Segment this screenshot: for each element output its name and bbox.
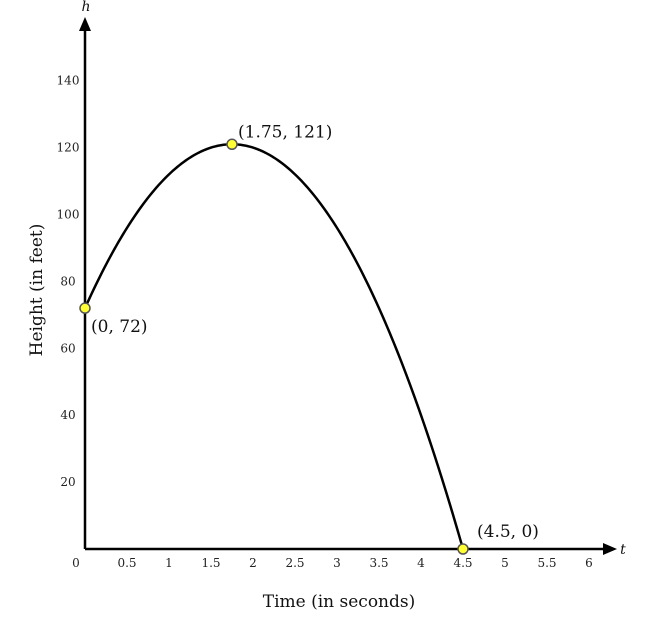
- x-axis-title: Time (in seconds): [263, 592, 416, 612]
- x-tick-label: 4.5: [453, 556, 472, 570]
- y-tick-label: 120: [57, 141, 80, 155]
- x-tick-label: 6: [585, 556, 593, 570]
- y-tick-label: 60: [60, 341, 75, 355]
- x-tick-label: 5: [501, 556, 509, 570]
- y-tick-labels: 20 40 60 80 100 120 140: [57, 74, 80, 489]
- x-tick-label: 3: [333, 556, 341, 570]
- key-point-label: (4.5, 0): [477, 522, 539, 542]
- x-tick-label: 2.5: [285, 556, 304, 570]
- x-tick-label: 0.5: [117, 556, 136, 570]
- key-point-label: (1.75, 121): [238, 122, 332, 142]
- y-tick-label: 20: [60, 475, 75, 489]
- x-tick-labels: 0.5 1 1.5 2 2.5 3 3.5 4 4.5 5 5.5 6: [117, 556, 592, 570]
- parabola-curve: [83, 142, 465, 550]
- x-tick-label: 2: [249, 556, 257, 570]
- key-point-marker: [79, 302, 91, 314]
- y-axis-arrow: [79, 17, 91, 31]
- y-tick-label: 80: [60, 274, 75, 288]
- x-tick-label: 5.5: [537, 556, 556, 570]
- x-tick-label: 1: [165, 556, 173, 570]
- key-point-marker: [226, 138, 238, 151]
- y-tick-label: 100: [57, 208, 80, 222]
- x-tick-label: 1.5: [201, 556, 220, 570]
- y-axis-variable: h: [81, 0, 90, 15]
- y-tick-label: 40: [60, 408, 75, 422]
- x-tick-label: 4: [417, 556, 425, 570]
- y-axis-title: Height (in feet): [27, 224, 47, 357]
- x-tick-label: 3.5: [369, 556, 388, 570]
- key-point-label: (0, 72): [91, 317, 148, 337]
- key-point-marker: [457, 543, 469, 555]
- origin-label: 0: [72, 556, 80, 570]
- x-axis-arrow: [603, 543, 617, 555]
- key-points: (0, 72) (1.75, 121) (4.5, 0): [79, 122, 539, 555]
- x-axis-variable: t: [620, 542, 626, 558]
- y-tick-label: 140: [57, 74, 80, 88]
